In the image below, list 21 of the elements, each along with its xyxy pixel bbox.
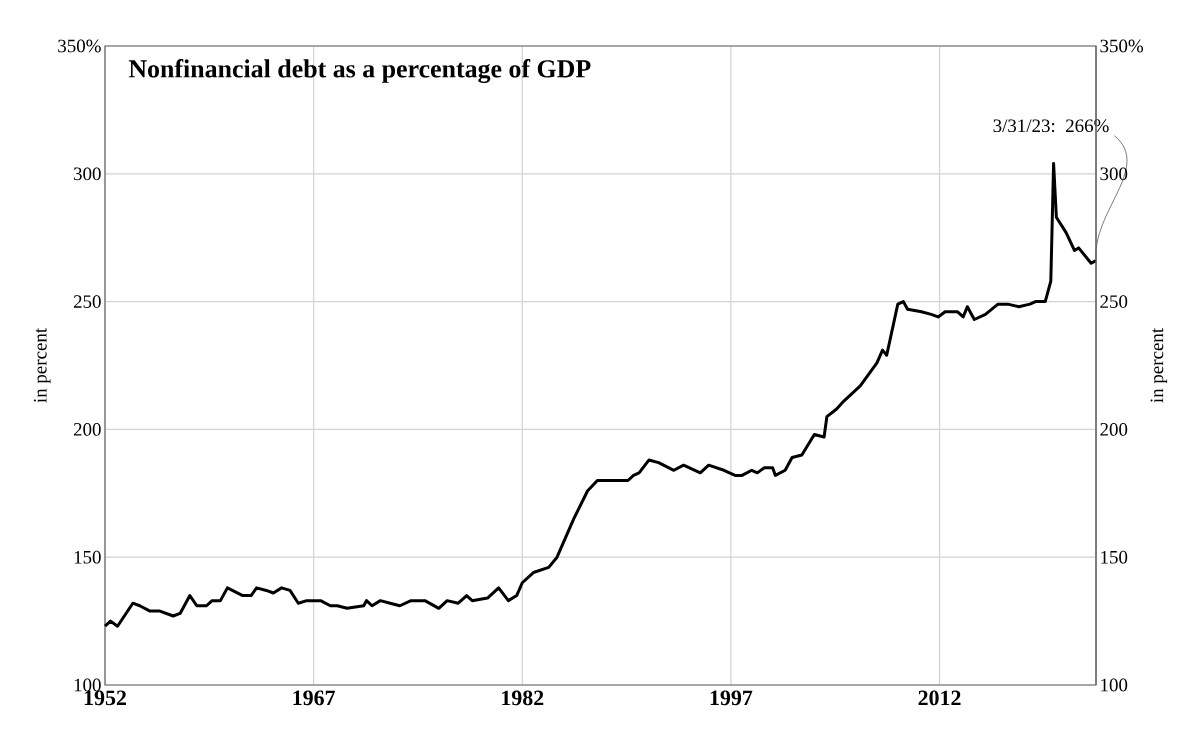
chart-title: Nonfinancial debt as a percentage of GDP: [128, 59, 591, 84]
y-tick-label: 300: [73, 167, 101, 181]
y2-tick-label: 100: [1101, 678, 1128, 692]
y-tick-label: 250: [73, 295, 101, 308]
x-tick-label: 1982: [502, 690, 544, 706]
y2-tick-label: 150: [1101, 550, 1128, 564]
y-axis-title: in percent: [33, 328, 51, 403]
y-tick-label: 100: [74, 678, 101, 692]
y2-tick-label: 200: [1100, 423, 1128, 436]
y2-tick-label: 350%: [1100, 39, 1144, 53]
y-tick-label: 350%: [58, 39, 101, 53]
x-tick-label: 1997: [710, 690, 753, 706]
x-tick-label: 2012: [918, 690, 961, 706]
x-tick-label: 1967: [293, 690, 336, 706]
y2-tick-label: 300: [1100, 167, 1128, 181]
y2-axis-title: in percent: [1150, 328, 1168, 403]
y2-tick-label: 250: [1100, 295, 1128, 308]
annotation: 3/31/23: 266%: [993, 119, 1109, 133]
x-tick-label: 1952: [84, 690, 126, 706]
y-tick-label: 150: [74, 550, 101, 564]
y-tick-label: 200: [73, 423, 101, 436]
